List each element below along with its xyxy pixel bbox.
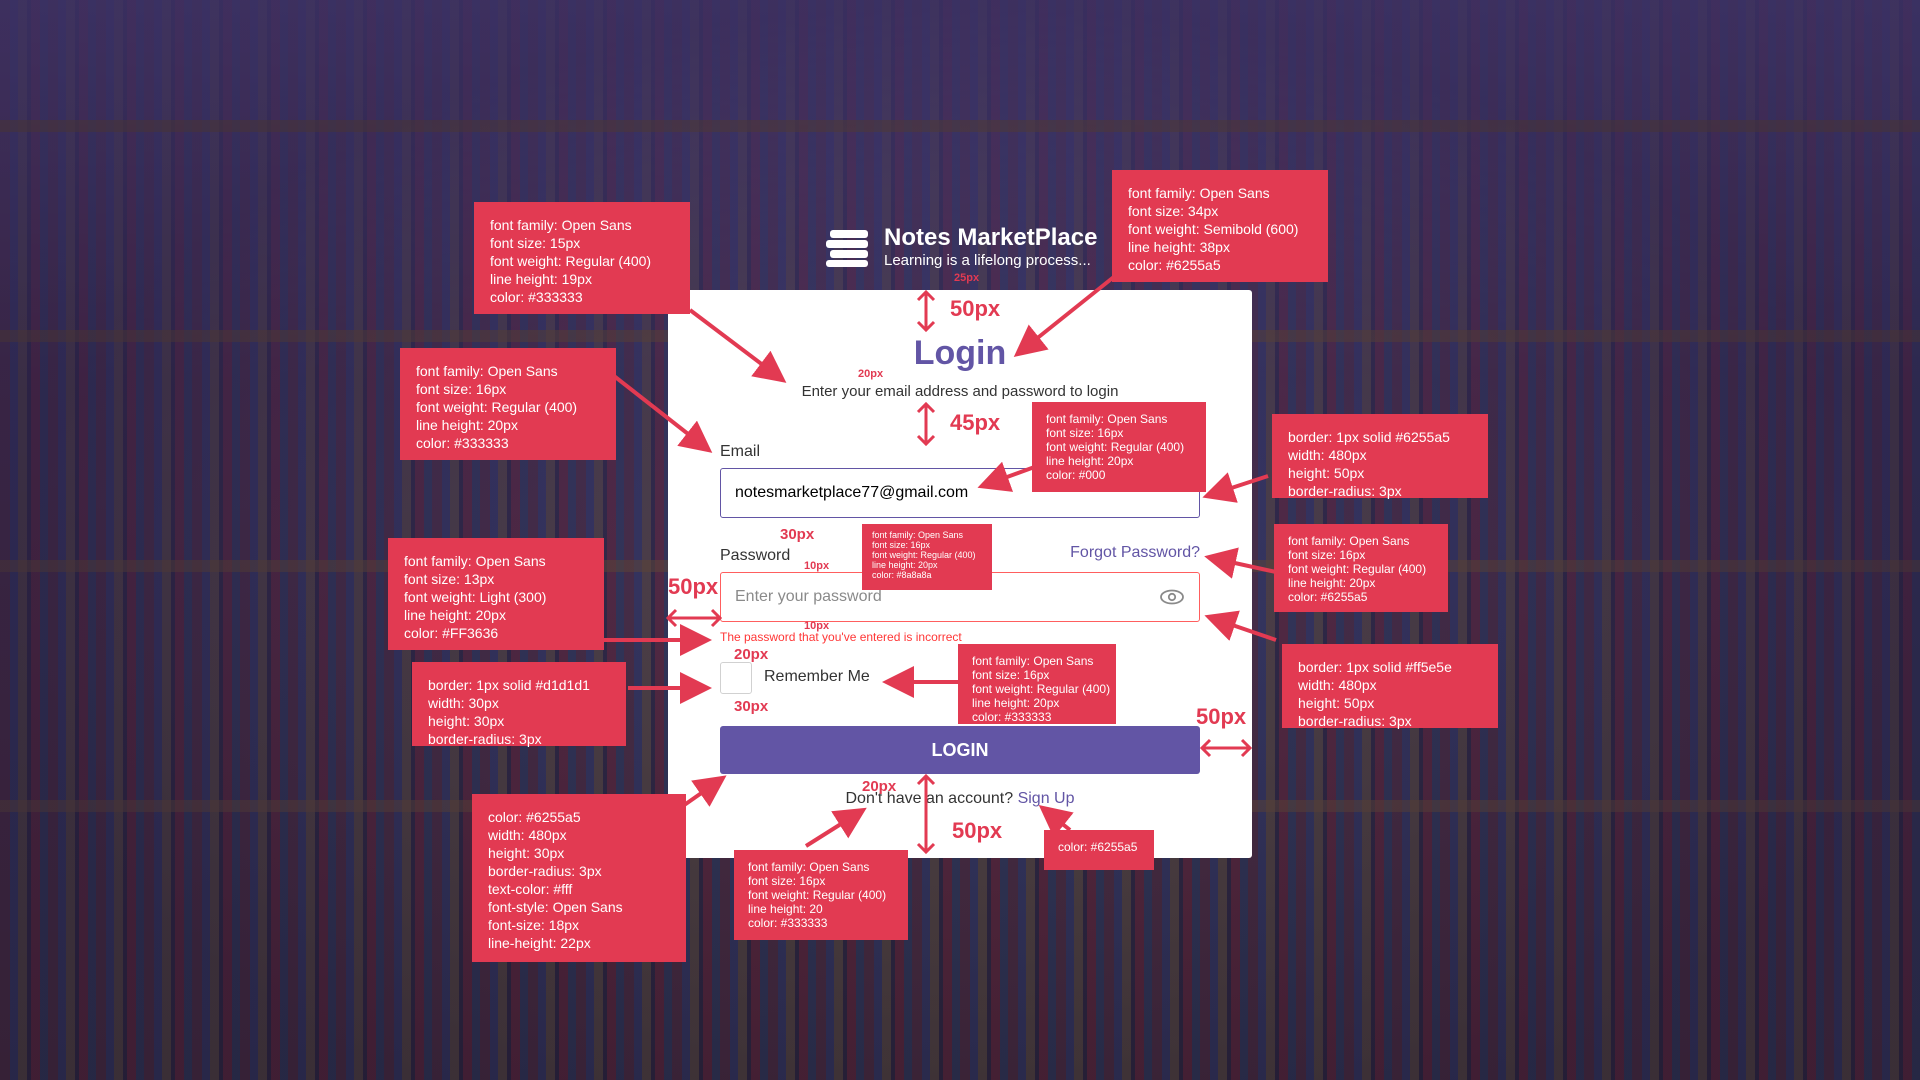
- note-label-spec: font family: Open Sans font size: 16px fon…: [400, 348, 616, 460]
- signup-link[interactable]: Sign Up: [1017, 790, 1075, 807]
- brand-title: Notes MarketPlace: [884, 224, 1098, 251]
- note-forgot-spec: font family: Open Sans font size: 16px fon…: [1274, 524, 1448, 612]
- password-field-wrapper: [720, 572, 1200, 622]
- dim-45: 45px: [950, 410, 1001, 435]
- note-button-spec: color: #6255a5 width: 480px height: 30px bo…: [472, 794, 686, 962]
- signup-line: Don't have an account? Sign Up: [668, 790, 1252, 808]
- dim-10-b: 10px: [804, 620, 830, 632]
- dim-20-a: 20px: [858, 368, 884, 380]
- note-password-border-spec: border: 1px solid #ff5e5e width: 480px hei…: [1282, 644, 1498, 729]
- dim-10-a: 10px: [804, 560, 830, 572]
- note-title-spec: font family: Open Sans font size: 34px fon…: [1112, 170, 1328, 282]
- brand-tagline: Learning is a lifelong process...: [884, 252, 1091, 269]
- dim-20-c: 20px: [862, 778, 897, 795]
- dim-50-left: 50px: [668, 574, 719, 599]
- note-email-border-spec: border: 1px solid #6255a5 width: 480px hei…: [1272, 414, 1488, 499]
- signup-prompt: Don't have an account?: [845, 790, 1014, 807]
- note-checkbox-spec: border: 1px solid #d1d1d1 width: 30px heig…: [412, 662, 626, 747]
- remember-checkbox[interactable]: [720, 662, 752, 694]
- login-title: Login: [913, 334, 1007, 372]
- dim-30-a: 30px: [780, 526, 815, 543]
- password-error: The password that you've entered is inco…: [720, 630, 962, 644]
- brand-logo[interactable]: Notes MarketPlace Learning is a lifelong…: [826, 224, 1098, 272]
- login-button[interactable]: LOGIN: [720, 726, 1200, 774]
- note-remember-spec: font family: Open Sans font size: 16px fon…: [958, 644, 1116, 724]
- note-subtitle-spec: font family: Open Sans font size: 15px fon…: [474, 202, 690, 314]
- dim-50-bottom: 50px: [952, 818, 1003, 843]
- dim-20-b: 20px: [734, 646, 769, 663]
- note-email-text-spec: font family: Open Sans font size: 16px fon…: [1032, 402, 1206, 492]
- dim-30-b: 30px: [734, 698, 769, 715]
- note-placeholder-spec: font family: Open Sans font size: 16px fon…: [862, 524, 992, 590]
- forgot-password-link[interactable]: Forgot Password?: [1070, 544, 1200, 561]
- login-card: Login Enter your email address and passw…: [668, 290, 1252, 858]
- remember-label[interactable]: Remember Me: [764, 668, 870, 685]
- email-label: Email: [720, 443, 761, 460]
- note-error-spec: font family: Open Sans font size: 13px fon…: [388, 538, 604, 650]
- eye-icon[interactable]: [1159, 587, 1185, 607]
- login-subtitle: Enter your email address and password to…: [801, 383, 1119, 400]
- password-label: Password: [720, 547, 791, 564]
- dim-25: 25px: [954, 272, 980, 284]
- dim-50-top: 50px: [950, 296, 1001, 321]
- dim-50-right: 50px: [1196, 704, 1247, 729]
- note-signup-text-spec: font family: Open Sans font size: 16px fon…: [734, 850, 908, 940]
- note-signup-color-spec: color: #6255a5: [1044, 830, 1154, 870]
- books-icon: [826, 230, 868, 267]
